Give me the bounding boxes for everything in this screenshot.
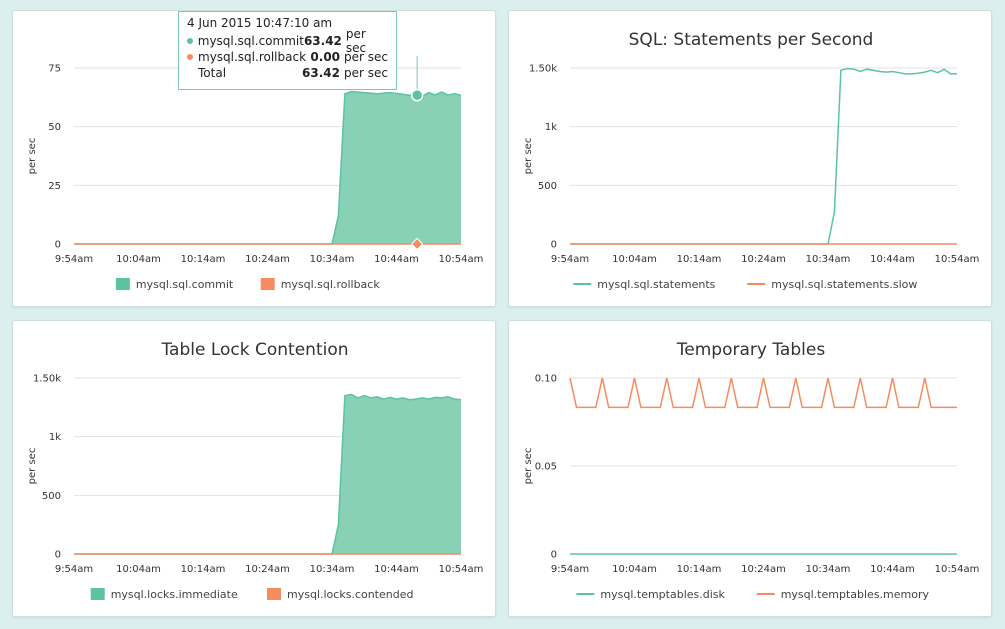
y-tick-label: 0.05 xyxy=(535,462,557,473)
sql-statements-chart: SQL: Statements per Second per sec 0 500 1k 1… xyxy=(523,30,980,291)
x-tick-label: 10:54am xyxy=(935,564,980,575)
series-line-0 xyxy=(74,393,462,555)
x-tick-label: 10:14am xyxy=(181,254,226,265)
rollback-dot-icon xyxy=(187,54,193,60)
x-tick-label: 9:54am xyxy=(551,254,589,265)
x-tick-label: 10:54am xyxy=(439,564,484,575)
x-tick-label: 10:44am xyxy=(870,564,915,575)
series-area-0 xyxy=(74,91,461,244)
legend-entry[interactable]: mysql.sql.statements.slow xyxy=(771,278,917,291)
sql-statements-panel: SQL: Statements per Second per sec 0 500 1k 1… xyxy=(508,10,992,307)
sql-commits-chart: SQL:per sec02550759:54am10:04am10:14am10… xyxy=(27,30,484,291)
y-tick-label: 1.50k xyxy=(529,64,557,75)
legend-swatch xyxy=(115,278,130,290)
legend-entry[interactable]: mysql.sql.commit xyxy=(136,278,234,291)
chart-tooltip: 4 Jun 2015 10:47:10 am mysql.sql.commit … xyxy=(178,11,397,90)
legend-entry[interactable]: mysql.temptables.disk xyxy=(600,588,725,601)
tooltip-row-total: Total 63.42 per sec xyxy=(187,65,388,81)
x-tick-label: 10:54am xyxy=(935,254,980,265)
y-tick-label: 75 xyxy=(48,64,61,75)
x-tick-label: 10:04am xyxy=(116,254,161,265)
hover-point-rollback xyxy=(410,237,424,251)
y-tick-label: 0 xyxy=(551,550,557,561)
x-tick-label: 10:34am xyxy=(310,254,355,265)
legend-swatch xyxy=(267,588,281,600)
y-tick-label: 1k xyxy=(545,122,557,133)
x-tick-label: 10:44am xyxy=(870,254,915,265)
tooltip-row-name: mysql.sql.commit xyxy=(197,34,304,48)
x-tick-label: 10:14am xyxy=(181,564,226,575)
x-tick-label: 10:34am xyxy=(806,564,851,575)
hover-point-commit xyxy=(410,88,424,102)
legend-entry[interactable]: mysql.temptables.memory xyxy=(781,588,930,601)
y-tick-label: 0 xyxy=(55,550,61,561)
sql-commits-panel: SQL:per sec02550759:54am10:04am10:14am10… xyxy=(12,10,496,307)
y-axis-label: per sec xyxy=(523,448,534,485)
legend-entry[interactable]: mysql.sql.rollback xyxy=(281,278,381,291)
tooltip-row-value: 0.00 xyxy=(310,50,341,64)
table-locks-chart: Table Lock Contention per sec 0 500 1k 1.50k 9… xyxy=(27,340,484,601)
tooltip-total-value: 63.42 xyxy=(302,66,341,80)
y-tick-label: 0 xyxy=(55,240,61,251)
tooltip-row-rollback: mysql.sql.rollback 0.00 per sec xyxy=(187,49,388,65)
x-tick-label: 10:04am xyxy=(612,564,657,575)
x-tick-label: 10:34am xyxy=(806,254,851,265)
x-tick-label: 10:14am xyxy=(677,254,722,265)
y-tick-label: 1.50k xyxy=(33,374,61,385)
x-tick-label: 10:44am xyxy=(374,254,419,265)
tooltip-total-unit: per sec xyxy=(344,66,388,80)
temp-tables-chart: Temporary Tables per sec 0 0.05 0.10 9:54am 10… xyxy=(523,340,980,601)
temp-tables-panel: Temporary Tables per sec 0 0.05 0.10 9:54am 10… xyxy=(508,320,992,617)
series-area-0 xyxy=(74,394,461,554)
tooltip-row-commit: mysql.sql.commit 63.42 per sec xyxy=(187,27,388,55)
y-tick-label: 50 xyxy=(48,122,61,133)
x-tick-label: 10:24am xyxy=(741,254,786,265)
y-tick-label: 0.10 xyxy=(535,374,557,385)
x-tick-label: 9:54am xyxy=(55,564,93,575)
y-tick-label: 1k xyxy=(49,432,61,443)
x-tick-label: 10:54am xyxy=(439,254,484,265)
series-line-0 xyxy=(570,67,957,245)
x-tick-label: 10:24am xyxy=(741,564,786,575)
x-tick-label: 10:24am xyxy=(245,254,290,265)
x-tick-label: 9:54am xyxy=(55,254,93,265)
table-locks-panel: Table Lock Contention per sec 0 500 1k 1.50k 9… xyxy=(12,320,496,617)
series-line-0 xyxy=(74,90,462,245)
legend-entry[interactable]: mysql.locks.immediate xyxy=(111,588,238,601)
x-tick-label: 10:24am xyxy=(245,564,290,575)
x-tick-label: 10:14am xyxy=(677,564,722,575)
y-tick-label: 25 xyxy=(48,181,61,192)
x-tick-label: 10:34am xyxy=(310,564,355,575)
chart-title: Table Lock Contention xyxy=(160,340,348,360)
y-tick-label: 500 xyxy=(42,491,61,502)
chart-title: SQL: Statements per Second xyxy=(629,30,874,50)
tooltip-time: 4 Jun 2015 10:47:10 am xyxy=(187,16,333,30)
chart-title: Temporary Tables xyxy=(676,340,826,360)
tooltip-row-unit: per sec xyxy=(344,50,388,64)
tooltip-row-unit: per sec xyxy=(345,27,367,55)
x-tick-label: 9:54am xyxy=(551,564,589,575)
y-tick-label: 500 xyxy=(538,181,557,192)
x-tick-label: 10:44am xyxy=(374,564,419,575)
tooltip-total-name: Total xyxy=(198,66,227,80)
y-tick-label: 0 xyxy=(551,240,557,251)
y-axis-label: per sec xyxy=(523,138,534,175)
tooltip-row-value: 63.42 xyxy=(303,34,342,48)
x-tick-label: 10:04am xyxy=(116,564,161,575)
legend-swatch xyxy=(260,278,275,290)
commit-dot-icon xyxy=(187,38,193,44)
series-line-1 xyxy=(569,377,957,409)
y-axis-label: per sec xyxy=(27,448,38,485)
legend-swatch xyxy=(90,588,105,600)
x-tick-label: 10:04am xyxy=(612,254,657,265)
tooltip-row-name: mysql.sql.rollback xyxy=(198,50,307,64)
legend-entry[interactable]: mysql.locks.contended xyxy=(287,588,413,601)
legend-entry[interactable]: mysql.sql.statements xyxy=(597,278,715,291)
y-axis-label: per sec xyxy=(27,138,38,175)
